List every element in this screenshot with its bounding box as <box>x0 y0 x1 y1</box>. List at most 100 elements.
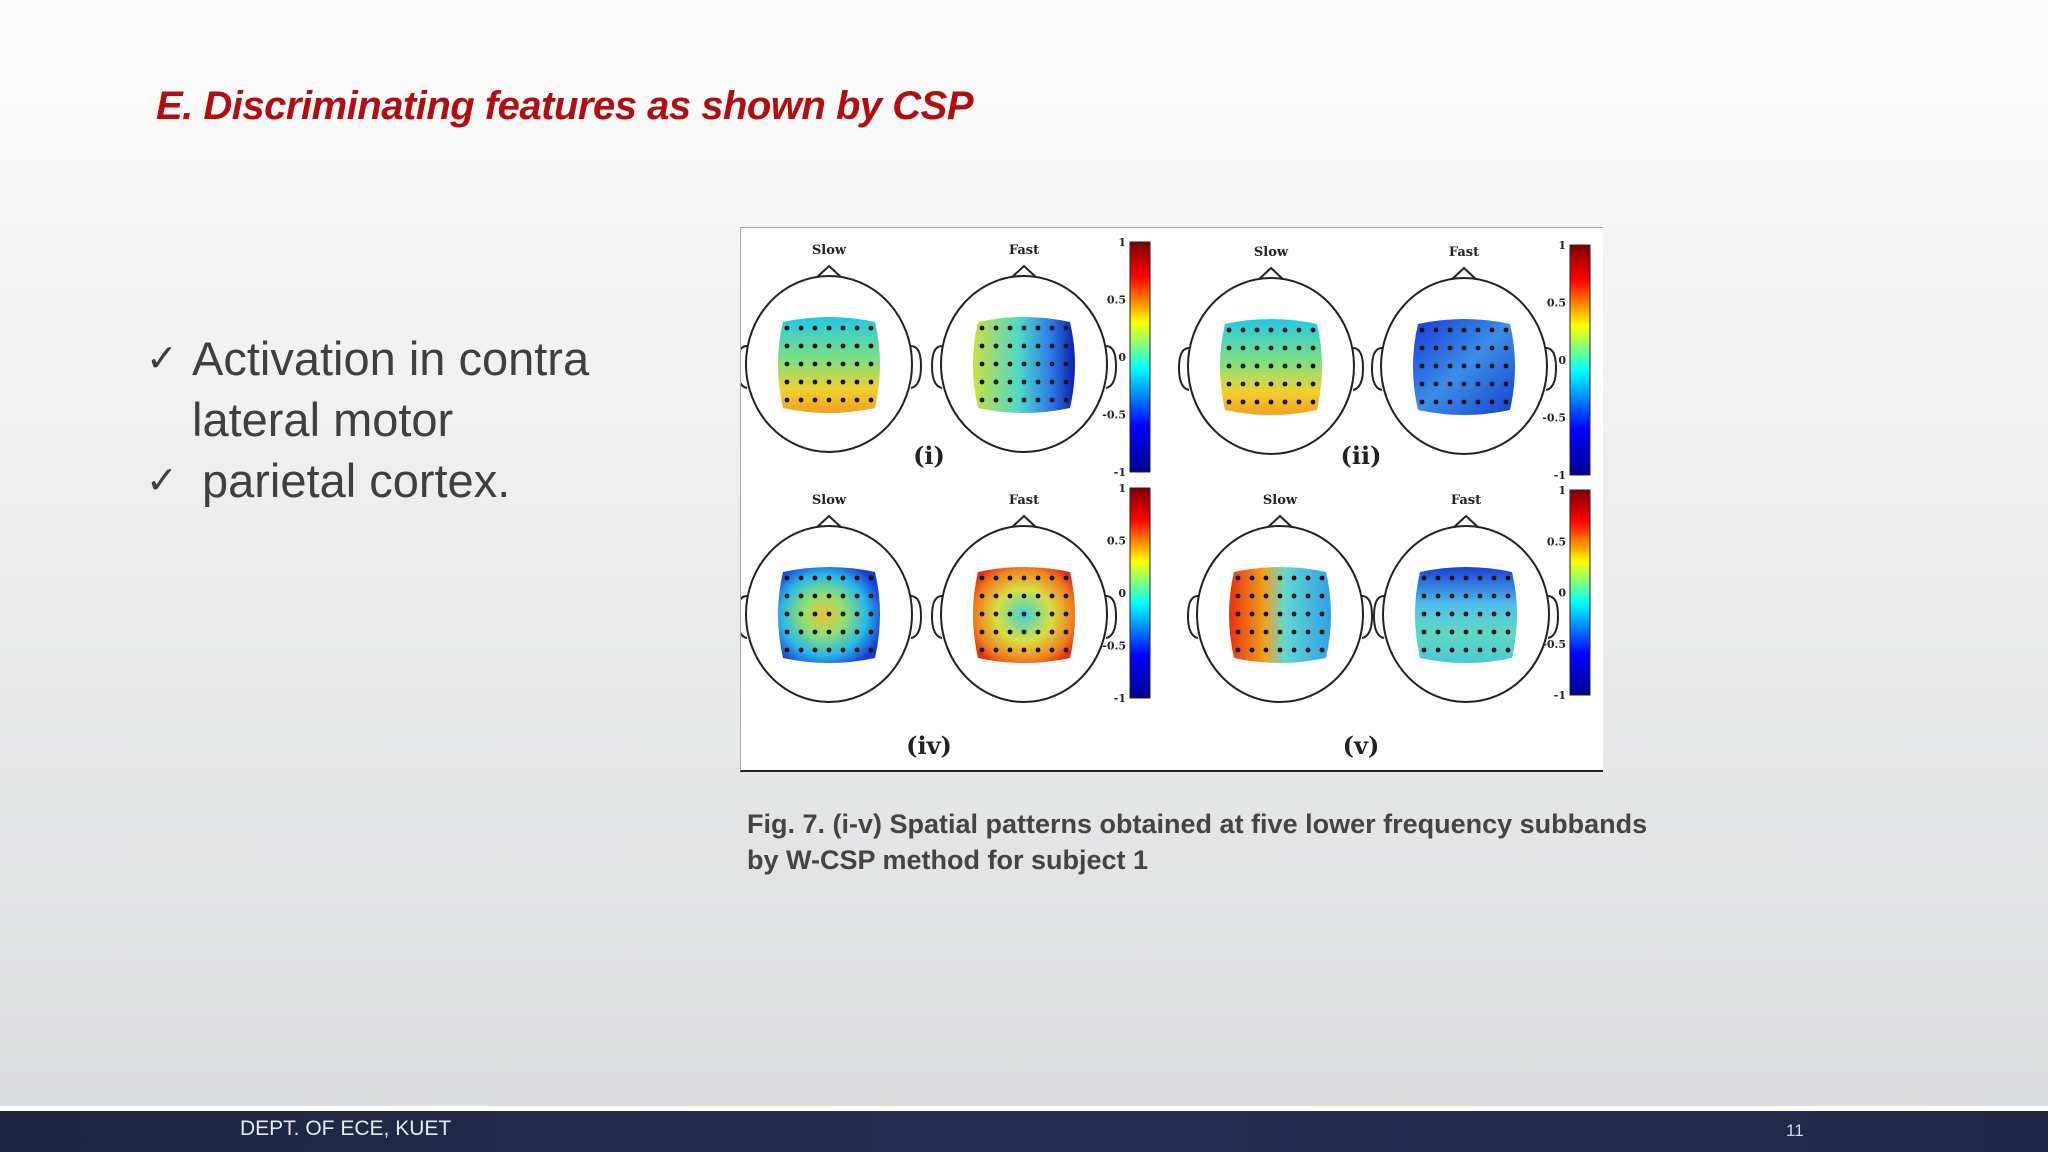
electrode <box>1035 629 1041 635</box>
fast-label: Fast <box>1451 493 1481 508</box>
electrode <box>1277 629 1283 635</box>
electrode <box>1449 647 1455 653</box>
topomap-head: Slow <box>741 493 923 703</box>
electrode <box>1291 575 1297 581</box>
electrode <box>1277 647 1283 653</box>
electrode <box>1240 363 1246 369</box>
electrode <box>1419 327 1425 333</box>
electrode <box>993 397 999 403</box>
panel-label: (iv) <box>906 731 952 760</box>
electrode <box>993 325 999 331</box>
electrode <box>1254 345 1260 351</box>
electrode <box>784 343 790 349</box>
electrode <box>1007 647 1013 653</box>
electrode <box>1226 345 1232 351</box>
electrode <box>854 379 860 385</box>
electrode <box>854 593 860 599</box>
electrode <box>1503 345 1509 351</box>
electrode <box>1021 397 1027 403</box>
electrode <box>1505 611 1511 617</box>
electrode <box>1421 647 1427 653</box>
topomap-head: Slow <box>1186 493 1374 703</box>
electrode <box>1035 397 1041 403</box>
left-ear-icon <box>930 345 943 389</box>
electrode <box>1463 593 1469 599</box>
right-ear-icon <box>1547 595 1560 639</box>
electrode <box>1049 397 1055 403</box>
electrode <box>1310 345 1316 351</box>
electrode <box>1305 611 1311 617</box>
electrode <box>1249 575 1255 581</box>
electrode <box>1461 399 1467 405</box>
electrode <box>1282 327 1288 333</box>
electrode <box>784 361 790 367</box>
electrode <box>1310 363 1316 369</box>
colorbar-tick-label: -0.5 <box>1102 409 1126 422</box>
electrode <box>1435 575 1441 581</box>
electrode <box>1503 399 1509 405</box>
electrode <box>784 593 790 599</box>
electrode <box>1477 647 1483 653</box>
right-ear-icon <box>910 345 923 389</box>
electrode <box>1296 345 1302 351</box>
colorbar-tick-label: -0.5 <box>1542 638 1566 651</box>
colorbar: 1 0.5 0 -0.5 -1 <box>1542 239 1591 482</box>
electrode <box>1433 345 1439 351</box>
electrode <box>812 343 818 349</box>
nose-icon <box>814 514 844 530</box>
right-ear-icon <box>1352 347 1365 391</box>
electrode <box>1433 399 1439 405</box>
electrode <box>1310 381 1316 387</box>
colorbar-gradient <box>1129 487 1151 699</box>
csp-figure: Slow Fast 1 0.5 0 -0.5 -1 (i) Slow Fast 1 0.5 0 -0.5 -… <box>740 227 1603 772</box>
electrode <box>993 629 999 635</box>
electrode <box>854 647 860 653</box>
electrode <box>1319 575 1325 581</box>
electrode <box>868 361 874 367</box>
panel-label: (ii) <box>1341 441 1382 470</box>
fast-label: Fast <box>1449 245 1479 260</box>
electrode <box>1035 611 1041 617</box>
electrode <box>1435 629 1441 635</box>
electrode <box>840 325 846 331</box>
electrode <box>1489 381 1495 387</box>
electrode <box>1449 575 1455 581</box>
electrode <box>1491 575 1497 581</box>
electrode <box>1249 629 1255 635</box>
topomap-panel: Slow Fast 1 0.5 0 -0.5 -1 (i) <box>741 236 1151 479</box>
electrode <box>840 361 846 367</box>
electrode <box>1007 343 1013 349</box>
bullet-text: parietal cortex. <box>202 454 511 507</box>
topomap-head: Fast <box>930 243 1118 453</box>
electrode <box>1007 629 1013 635</box>
left-ear-icon <box>1177 347 1190 391</box>
electrode <box>993 361 999 367</box>
fast-label: Fast <box>1009 243 1039 258</box>
electrode <box>1035 575 1041 581</box>
electrode <box>1254 363 1260 369</box>
electrode <box>1226 381 1232 387</box>
electrode <box>1263 611 1269 617</box>
electrode <box>979 647 985 653</box>
electrode <box>1007 397 1013 403</box>
electrode <box>1021 629 1027 635</box>
electrode <box>1461 363 1467 369</box>
panel-label: (i) <box>913 441 945 470</box>
electrode <box>1310 327 1316 333</box>
electrode <box>826 611 832 617</box>
electrode <box>1254 327 1260 333</box>
electrode <box>868 647 874 653</box>
colorbar-gradient <box>1569 489 1591 696</box>
electrode <box>1503 381 1509 387</box>
electrode <box>840 647 846 653</box>
electrode <box>1421 593 1427 599</box>
electrode <box>1063 611 1069 617</box>
electrode <box>1449 629 1455 635</box>
electrode <box>868 325 874 331</box>
electrode <box>854 361 860 367</box>
topomap-panel: Slow Fast 1 0.5 0 -0.5 -1 (iv) <box>741 482 1151 760</box>
electrode <box>979 361 985 367</box>
electrode <box>979 575 985 581</box>
nose-icon <box>1256 266 1286 282</box>
colorbar-tick-label: -0.5 <box>1542 412 1566 425</box>
